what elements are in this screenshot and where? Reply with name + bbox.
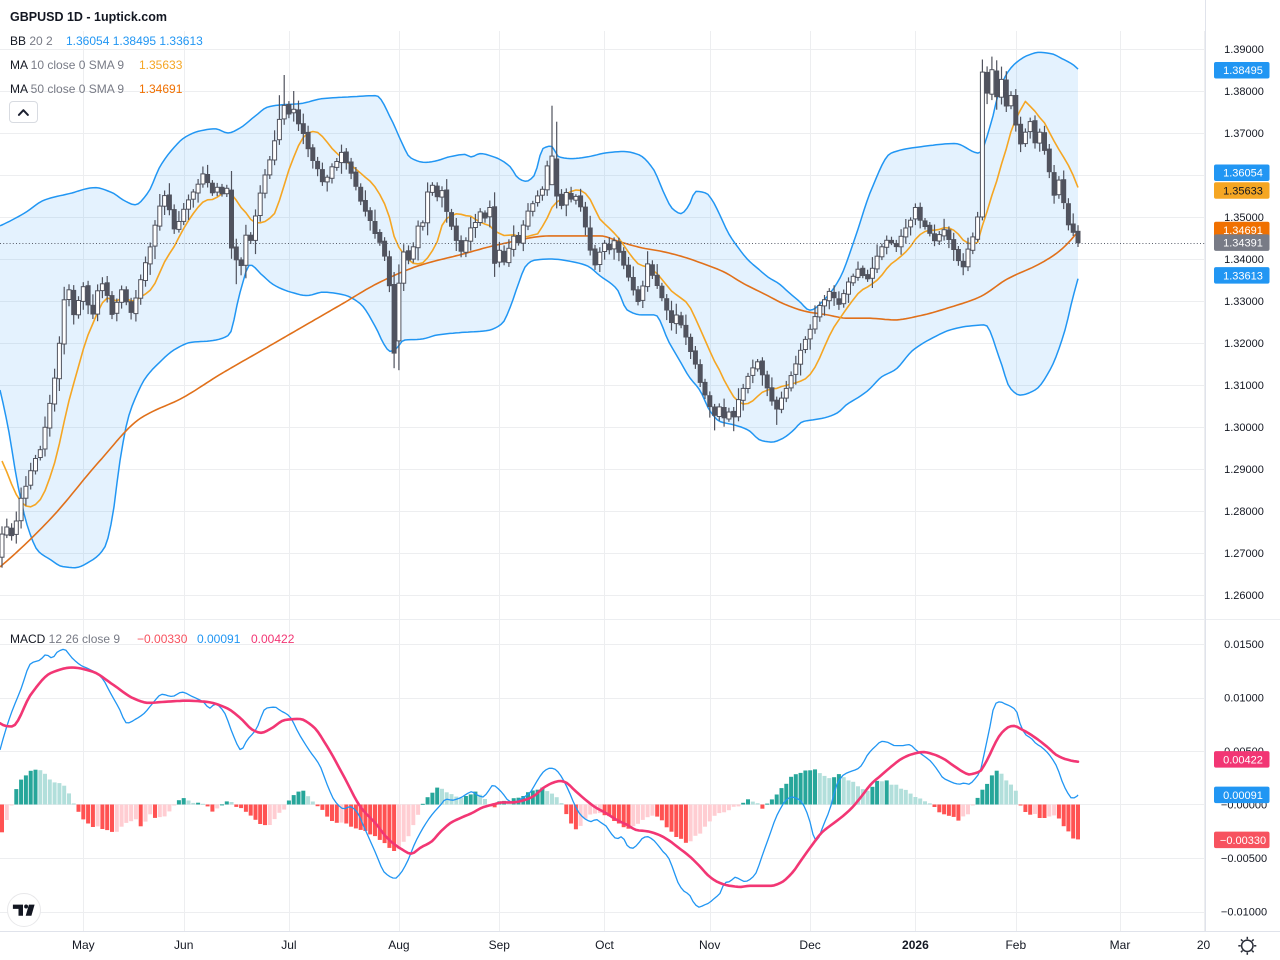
svg-text:MA 10 close 0 SMA 91.35633: MA 10 close 0 SMA 9 1.35633: [10, 58, 183, 72]
svg-text:1.35000: 1.35000: [1224, 212, 1264, 224]
svg-text:1.38495: 1.38495: [1223, 65, 1263, 77]
svg-text:0.00091: 0.00091: [1223, 790, 1263, 802]
svg-text:−0.00330: −0.00330: [1220, 835, 1266, 847]
svg-text:0.01500: 0.01500: [1224, 639, 1264, 651]
svg-text:1.37000: 1.37000: [1224, 128, 1264, 140]
svg-text:1.34000: 1.34000: [1224, 254, 1264, 266]
svg-text:1.27000: 1.27000: [1224, 548, 1264, 560]
svg-text:1.28000: 1.28000: [1224, 506, 1264, 518]
svg-text:0.00422: 0.00422: [1223, 754, 1263, 766]
svg-text:GBPUSD 1D - 1uptick.com: GBPUSD 1D - 1uptick.com: [10, 10, 167, 24]
svg-text:Feb: Feb: [1005, 938, 1026, 952]
svg-text:1.38000: 1.38000: [1224, 86, 1264, 98]
svg-text:MA 50 close 0 SMA 91.34691: MA 50 close 0 SMA 9 1.34691: [10, 82, 183, 96]
svg-text:Nov: Nov: [699, 938, 720, 952]
svg-text:Aug: Aug: [388, 938, 409, 952]
svg-text:1.34691: 1.34691: [1223, 225, 1263, 237]
svg-text:1.26000: 1.26000: [1224, 590, 1264, 602]
svg-text:BB 20 2 1.36054 1.38495 1.336: BB 20 2 1.36054 1.38495 1.33613: [10, 34, 203, 48]
svg-text:2026: 2026: [902, 938, 929, 952]
svg-text:Jul: Jul: [281, 938, 296, 952]
svg-text:1.30000: 1.30000: [1224, 422, 1264, 434]
svg-text:Sep: Sep: [489, 938, 511, 952]
svg-text:Oct: Oct: [595, 938, 614, 952]
svg-text:1.32000: 1.32000: [1224, 338, 1264, 350]
svg-text:Jun: Jun: [174, 938, 193, 952]
svg-text:Mar: Mar: [1110, 938, 1131, 952]
svg-text:0.01000: 0.01000: [1224, 693, 1264, 705]
svg-text:1.31000: 1.31000: [1224, 380, 1264, 392]
svg-text:−0.01000: −0.01000: [1221, 907, 1267, 919]
svg-text:1.39000: 1.39000: [1224, 44, 1264, 56]
svg-text:Dec: Dec: [799, 938, 820, 952]
svg-text:1.35633: 1.35633: [1223, 185, 1263, 197]
svg-text:−0.00500: −0.00500: [1221, 853, 1267, 865]
svg-text:May: May: [72, 938, 95, 952]
svg-text:1.33000: 1.33000: [1224, 296, 1264, 308]
svg-text:1.34391: 1.34391: [1223, 238, 1263, 250]
svg-text:1.33613: 1.33613: [1223, 270, 1263, 282]
svg-text:1.36054: 1.36054: [1223, 168, 1263, 180]
svg-text:20: 20: [1197, 938, 1211, 952]
svg-text:1.29000: 1.29000: [1224, 464, 1264, 476]
